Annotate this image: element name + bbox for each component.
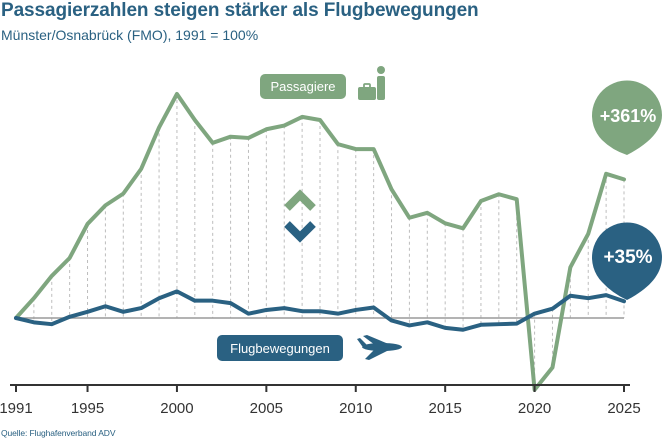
change-badge-flugbewegungen: +35% bbox=[592, 222, 662, 300]
x-tick-label-2015: 2015 bbox=[428, 400, 461, 417]
badge-label-flugbewegungen: +35% bbox=[603, 247, 652, 268]
x-tick-label-1991: 1991 bbox=[0, 400, 33, 417]
source-note: Quelle: Flughafenverband ADV bbox=[1, 428, 116, 438]
x-tick-label-2025: 2025 bbox=[607, 400, 640, 417]
badge-shape-flugbewegungen bbox=[592, 222, 662, 300]
x-tick-label-2010: 2010 bbox=[339, 400, 372, 417]
airplane-icon bbox=[357, 335, 402, 360]
x-tick-label-2000: 2000 bbox=[160, 400, 193, 417]
legend-pill-passagiere bbox=[260, 74, 346, 99]
change-badge-passagiere: +361% bbox=[592, 80, 662, 155]
badge-shape-passagiere bbox=[592, 80, 662, 155]
chart-title: Passagierzahlen steigen stärker als Flug… bbox=[1, 0, 479, 21]
x-tick-label-2020: 2020 bbox=[518, 400, 551, 417]
legend-label-flugbewegungen: Flugbewegungen bbox=[230, 341, 330, 356]
legend-pill-flugbewegungen bbox=[217, 335, 343, 361]
chart-subtitle: Münster/Osnabrück (FMO), 1991 = 100% bbox=[1, 27, 259, 43]
chevron-up-down-icon bbox=[284, 189, 316, 243]
series-line-flugbewegungen bbox=[14, 289, 626, 332]
series-line-passagiere bbox=[14, 92, 626, 392]
legend-flugbewegungen: Flugbewegungen bbox=[217, 335, 402, 361]
legend-passagiere: Passagiere bbox=[260, 66, 385, 100]
legend-label-passagiere: Passagiere bbox=[270, 79, 335, 94]
badge-label-passagiere: +361% bbox=[600, 106, 657, 126]
x-tick-label-2005: 2005 bbox=[250, 400, 283, 417]
luggage-and-person-icon bbox=[358, 66, 385, 100]
x-axis-ticks: 1991 1995 2000 2005 2010 2015 2020 2025 bbox=[0, 385, 641, 417]
x-tick-label-1995: 1995 bbox=[71, 400, 104, 417]
